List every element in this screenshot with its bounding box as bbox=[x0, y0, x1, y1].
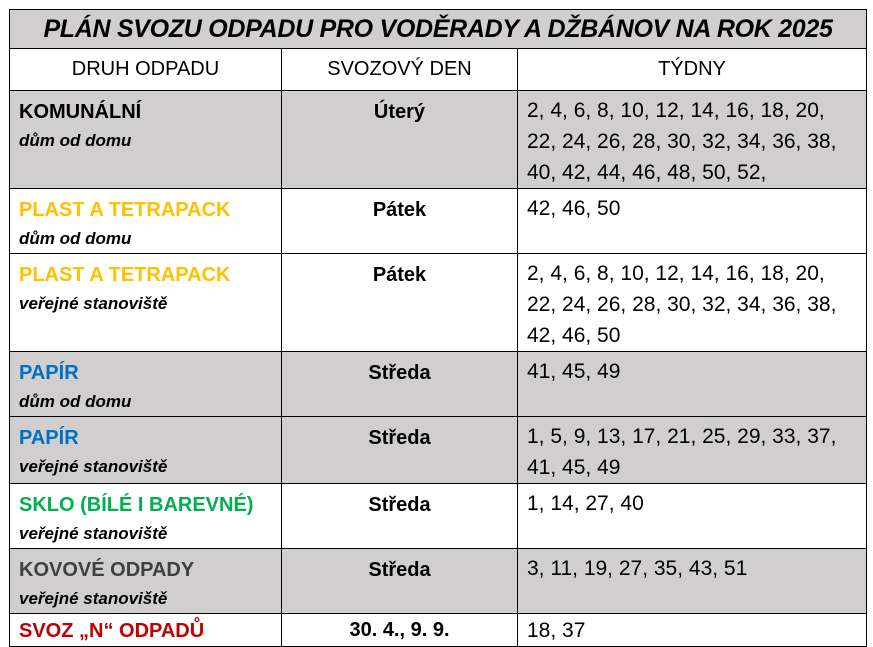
waste-collection-table: PLÁN SVOZU ODPADU PRO VODĚRADY A DŽBÁNOV… bbox=[8, 9, 868, 647]
weeks-list: 18, 37 bbox=[527, 619, 586, 642]
weeks-cell: 18, 37 bbox=[516, 613, 868, 647]
weeks-cell: 1, 14, 27, 40 bbox=[516, 483, 868, 549]
waste-type-name: SKLO (BÍLÉ I BAREVNÉ) bbox=[19, 494, 254, 516]
waste-type-name: KOVOVÉ ODPADY bbox=[19, 559, 195, 581]
weeks-list: 1, 14, 27, 40 bbox=[527, 492, 644, 515]
waste-type-cell: KOMUNÁLNÍ dům od domu bbox=[9, 90, 282, 189]
collection-day-cell: Úterý bbox=[281, 90, 518, 189]
waste-type-cell: PAPÍR dům od domu bbox=[9, 351, 282, 417]
waste-type-location: veřejné stanoviště bbox=[19, 524, 168, 543]
collection-day-cell: Pátek bbox=[281, 188, 518, 254]
waste-type-name: PAPÍR bbox=[19, 362, 79, 384]
weeks-cell: 2, 4, 6, 8, 10, 12, 14, 16, 18, 20, 22, … bbox=[516, 90, 868, 189]
table-row: KOVOVÉ ODPADY veřejné stanoviště Středa 3, … bbox=[9, 548, 868, 614]
collection-day-cell: Pátek bbox=[281, 253, 518, 352]
waste-type-location: veřejné stanoviště bbox=[19, 294, 168, 313]
weeks-list: 1, 5, 9, 13, 17, 21, 25, 29, 33, 37, 41,… bbox=[527, 425, 837, 479]
waste-type-name: PAPÍR bbox=[19, 427, 79, 449]
table-row: SKLO (BÍLÉ I BAREVNÉ) veřejné stanoviště S… bbox=[9, 483, 868, 549]
table-row: KOMUNÁLNÍ dům od domu Úterý 2, 4, 6, 8, 10,… bbox=[9, 90, 868, 189]
waste-type-name: SVOZ „N“ ODPADŮ bbox=[19, 620, 205, 642]
weeks-list: 2, 4, 6, 8, 10, 12, 14, 16, 18, 20, 22, … bbox=[527, 262, 837, 347]
table-row: PLAST A TETRAPACK veřejné stanoviště Pátek… bbox=[9, 253, 868, 352]
waste-type-cell: PAPÍR veřejné stanoviště bbox=[9, 416, 282, 484]
waste-type-location: dům od domu bbox=[19, 229, 132, 248]
table-title: PLÁN SVOZU ODPADU PRO VODĚRADY A DŽBÁNOV… bbox=[8, 9, 868, 49]
weeks-list: 2, 4, 6, 8, 10, 12, 14, 16, 18, 20, 22, … bbox=[527, 99, 837, 184]
weeks-cell: 2, 4, 6, 8, 10, 12, 14, 16, 18, 20, 22, … bbox=[516, 253, 868, 352]
waste-type-cell: SKLO (BÍLÉ I BAREVNÉ) veřejné stanoviště bbox=[9, 483, 282, 549]
table-row: PAPÍR dům od domu Středa 41, 45, 49 bbox=[9, 351, 868, 417]
waste-type-cell: SVOZ „N“ ODPADŮ bbox=[9, 613, 282, 647]
collection-day-cell: Středa bbox=[281, 416, 518, 484]
waste-type-name: KOMUNÁLNÍ bbox=[19, 101, 142, 123]
header-weeks: TÝDNY bbox=[516, 48, 868, 91]
waste-type-cell: PLAST A TETRAPACK veřejné stanoviště bbox=[9, 253, 282, 352]
weeks-list: 41, 45, 49 bbox=[527, 360, 621, 383]
weeks-cell: 41, 45, 49 bbox=[516, 351, 868, 417]
table-row: SVOZ „N“ ODPADŮ 30. 4., 9. 9. 18, 37 bbox=[9, 613, 868, 647]
weeks-cell: 42, 46, 50 bbox=[516, 188, 868, 254]
collection-day-cell: 30. 4., 9. 9. bbox=[281, 613, 518, 647]
collection-day-cell: Středa bbox=[281, 483, 518, 549]
waste-type-name: PLAST A TETRAPACK bbox=[19, 264, 231, 286]
waste-type-cell: PLAST A TETRAPACK dům od domu bbox=[9, 188, 282, 254]
waste-type-location: dům od domu bbox=[19, 392, 132, 411]
header-row: DRUH ODPADU SVOZOVÝ DEN TÝDNY bbox=[9, 48, 868, 91]
weeks-list: 3, 11, 19, 27, 35, 43, 51 bbox=[527, 557, 748, 580]
header-waste-type: DRUH ODPADU bbox=[9, 48, 282, 91]
waste-type-cell: KOVOVÉ ODPADY veřejné stanoviště bbox=[9, 548, 282, 614]
table-row: PAPÍR veřejné stanoviště Středa 1, 5, 9, 13… bbox=[9, 416, 868, 484]
table-row: PLAST A TETRAPACK dům od domu Pátek 42, 46,… bbox=[9, 188, 868, 254]
weeks-list: 42, 46, 50 bbox=[527, 197, 621, 220]
waste-type-name: PLAST A TETRAPACK bbox=[19, 199, 231, 221]
waste-type-location: veřejné stanoviště bbox=[19, 589, 168, 608]
title-row: PLÁN SVOZU ODPADU PRO VODĚRADY A DŽBÁNOV… bbox=[8, 9, 868, 49]
header-collection-day: SVOZOVÝ DEN bbox=[281, 48, 518, 91]
weeks-cell: 1, 5, 9, 13, 17, 21, 25, 29, 33, 37, 41,… bbox=[516, 416, 868, 484]
collection-day-cell: Středa bbox=[281, 548, 518, 614]
collection-day-cell: Středa bbox=[281, 351, 518, 417]
waste-type-location: veřejné stanoviště bbox=[19, 457, 168, 476]
weeks-cell: 3, 11, 19, 27, 35, 43, 51 bbox=[516, 548, 868, 614]
waste-type-location: dům od domu bbox=[19, 131, 132, 150]
